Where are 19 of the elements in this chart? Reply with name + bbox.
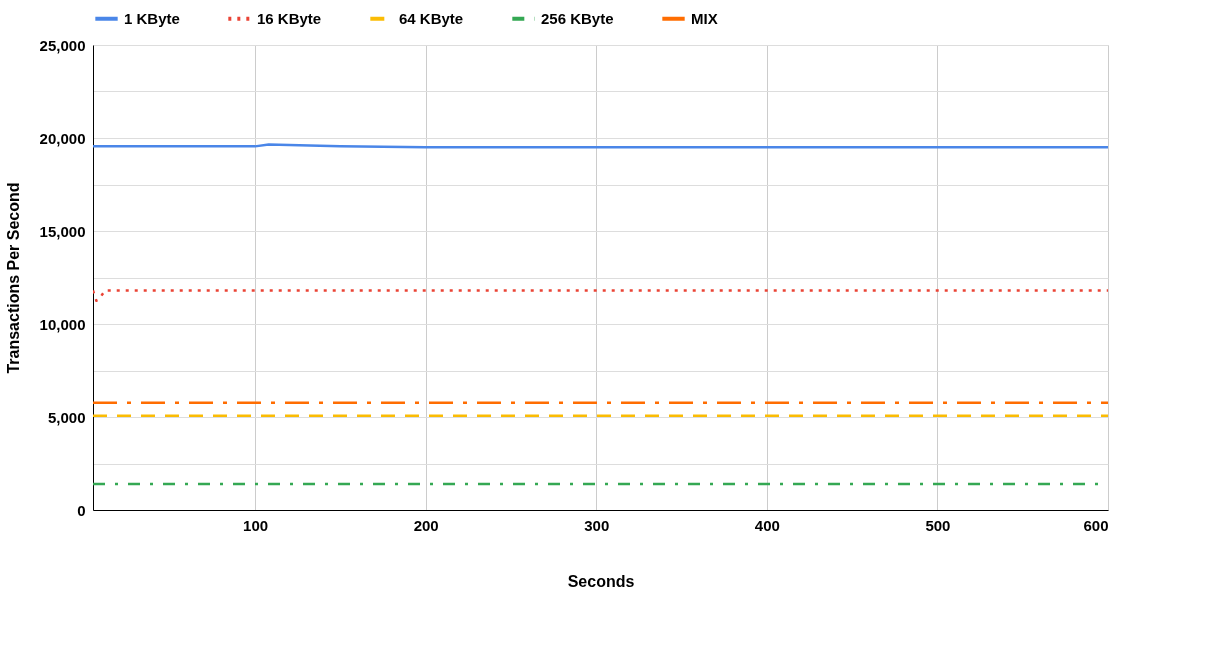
y-tick-label: 10,000 <box>39 315 86 333</box>
legend-label: 256 KByte <box>541 9 614 27</box>
y-tick-label: 20,000 <box>39 129 86 147</box>
y-axis-title: Transactions Per Second <box>4 182 22 374</box>
y-tick-label: 0 <box>77 501 86 519</box>
legend-label: 16 KByte <box>257 9 322 27</box>
x-tick-label: 200 <box>413 516 439 534</box>
x-tick-label: 600 <box>1083 516 1109 534</box>
x-tick-label: 500 <box>925 516 951 534</box>
x-tick-label: 400 <box>754 516 780 534</box>
legend-label: 1 KByte <box>124 9 180 27</box>
legend-label: 64 KByte <box>399 9 464 27</box>
y-tick-label: 5,000 <box>47 408 86 426</box>
legend-label: MIX <box>691 9 718 27</box>
x-axis-title: Seconds <box>567 572 635 590</box>
y-tick-label: 25,000 <box>39 36 86 54</box>
x-tick-label: 100 <box>243 516 269 534</box>
y-tick-label: 15,000 <box>39 222 86 240</box>
x-tick-label: 300 <box>584 516 610 534</box>
